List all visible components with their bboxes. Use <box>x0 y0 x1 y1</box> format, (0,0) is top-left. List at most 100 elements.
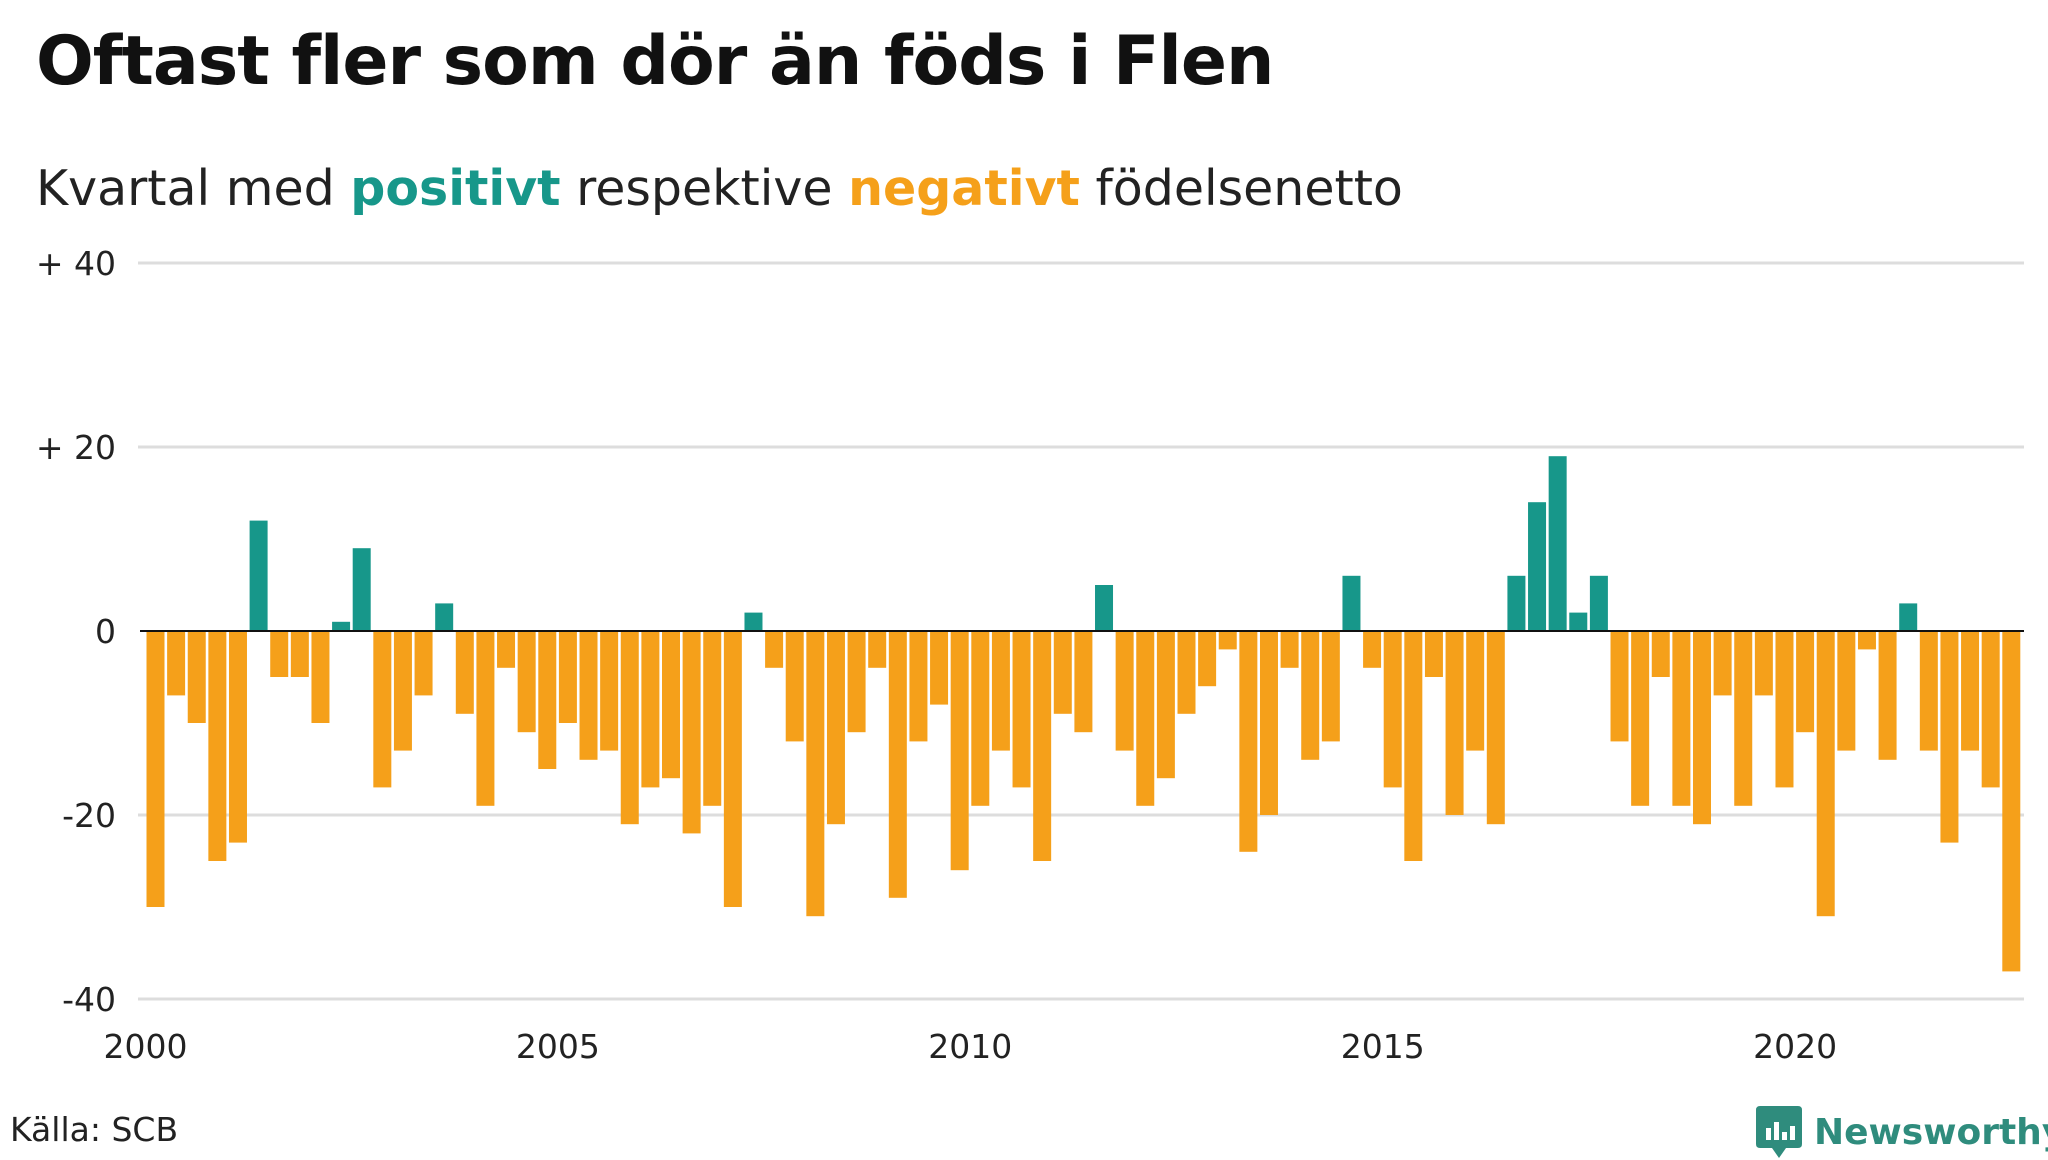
bar <box>187 631 206 723</box>
bar <box>1239 631 1258 852</box>
bar <box>765 631 784 668</box>
bars <box>146 456 2021 972</box>
bar <box>1528 502 1547 631</box>
bar <box>641 631 660 788</box>
bar <box>208 631 227 861</box>
y-tick-label: + 40 <box>36 244 116 283</box>
bar <box>909 631 928 742</box>
bar <box>1218 631 1237 650</box>
bar <box>1837 631 1856 751</box>
bar <box>1775 631 1794 788</box>
bar <box>1672 631 1691 806</box>
bar <box>1053 631 1072 714</box>
bar <box>1424 631 1443 677</box>
y-tick-label: 0 <box>95 612 116 651</box>
bar <box>620 631 639 825</box>
bar <box>785 631 804 742</box>
bar <box>1610 631 1629 742</box>
bar <box>1259 631 1278 815</box>
bar <box>1651 631 1670 677</box>
bar <box>1878 631 1897 760</box>
source-label: Källa: SCB <box>10 1110 179 1149</box>
bar <box>723 631 742 907</box>
newsworthy-logo: Newsworthy <box>1756 1104 2048 1160</box>
bar <box>682 631 701 834</box>
bar <box>1404 631 1423 861</box>
newsworthy-logo-icon <box>1756 1106 1802 1158</box>
bar <box>311 631 330 723</box>
bar <box>517 631 536 733</box>
bar <box>1363 631 1382 668</box>
x-tick-label: 2010 <box>928 1027 1012 1066</box>
bar <box>1940 631 1959 843</box>
bar <box>1445 631 1464 815</box>
bar <box>847 631 866 733</box>
bar <box>352 548 371 631</box>
y-tick-label: + 20 <box>36 428 116 467</box>
bar <box>332 621 351 631</box>
bar <box>1033 631 1052 861</box>
bar <box>249 520 268 631</box>
bar <box>290 631 309 677</box>
bar <box>497 631 516 668</box>
x-tick-label: 2020 <box>1753 1027 1837 1066</box>
bar <box>1961 631 1980 751</box>
brand-name: Newsworthy <box>1814 1111 2048 1153</box>
y-tick-label: -40 <box>62 980 116 1019</box>
bar <box>146 631 165 907</box>
bar <box>950 631 969 871</box>
y-axis-labels: + 40 + 20 0 -20 -40 <box>36 244 116 1019</box>
bar <box>1816 631 1835 917</box>
bar <box>1796 631 1815 733</box>
bar <box>1301 631 1320 760</box>
bar <box>991 631 1010 751</box>
bar <box>393 631 412 751</box>
bar <box>167 631 186 696</box>
bar <box>744 612 763 631</box>
bar <box>662 631 680 779</box>
bar <box>1321 631 1340 742</box>
bar <box>2002 631 2021 972</box>
bar <box>1074 631 1093 733</box>
bar <box>579 631 598 760</box>
bar <box>1713 631 1732 696</box>
bar <box>1899 603 1918 631</box>
bar <box>1569 612 1588 631</box>
subtitle-negative: negativt <box>848 160 1080 217</box>
bar <box>868 631 887 668</box>
bar <box>455 631 474 714</box>
bar <box>1012 631 1031 788</box>
bar <box>1754 631 1773 696</box>
bar <box>1156 631 1175 779</box>
bar <box>1198 631 1217 687</box>
bar <box>1342 575 1361 631</box>
bar <box>373 631 392 788</box>
x-tick-label: 2000 <box>104 1027 188 1066</box>
subtitle-middle: respektive <box>560 160 849 217</box>
bar <box>1857 631 1876 650</box>
bar <box>1548 456 1567 631</box>
bar <box>1177 631 1196 714</box>
bar <box>1136 631 1155 806</box>
bar <box>1095 585 1114 631</box>
subtitle-suffix: födelsenetto <box>1079 160 1403 217</box>
chart-subtitle: Kvartal med positivt respektive negativt… <box>36 160 1403 217</box>
bar <box>270 631 289 677</box>
y-tick-label: -20 <box>62 796 116 835</box>
bar <box>1589 575 1608 631</box>
x-tick-label: 2015 <box>1341 1027 1425 1066</box>
bar <box>1466 631 1485 751</box>
bar <box>1919 631 1938 751</box>
x-axis-labels: 2000 2005 2010 2015 2020 <box>104 1027 1838 1066</box>
bar <box>806 631 825 917</box>
bar <box>1631 631 1650 806</box>
bar <box>228 631 247 843</box>
bar <box>414 631 433 696</box>
bar <box>1280 631 1299 668</box>
bar <box>1486 631 1505 825</box>
bar <box>826 631 845 825</box>
bar <box>1115 631 1134 751</box>
bar <box>1693 631 1711 825</box>
bar <box>703 631 722 806</box>
